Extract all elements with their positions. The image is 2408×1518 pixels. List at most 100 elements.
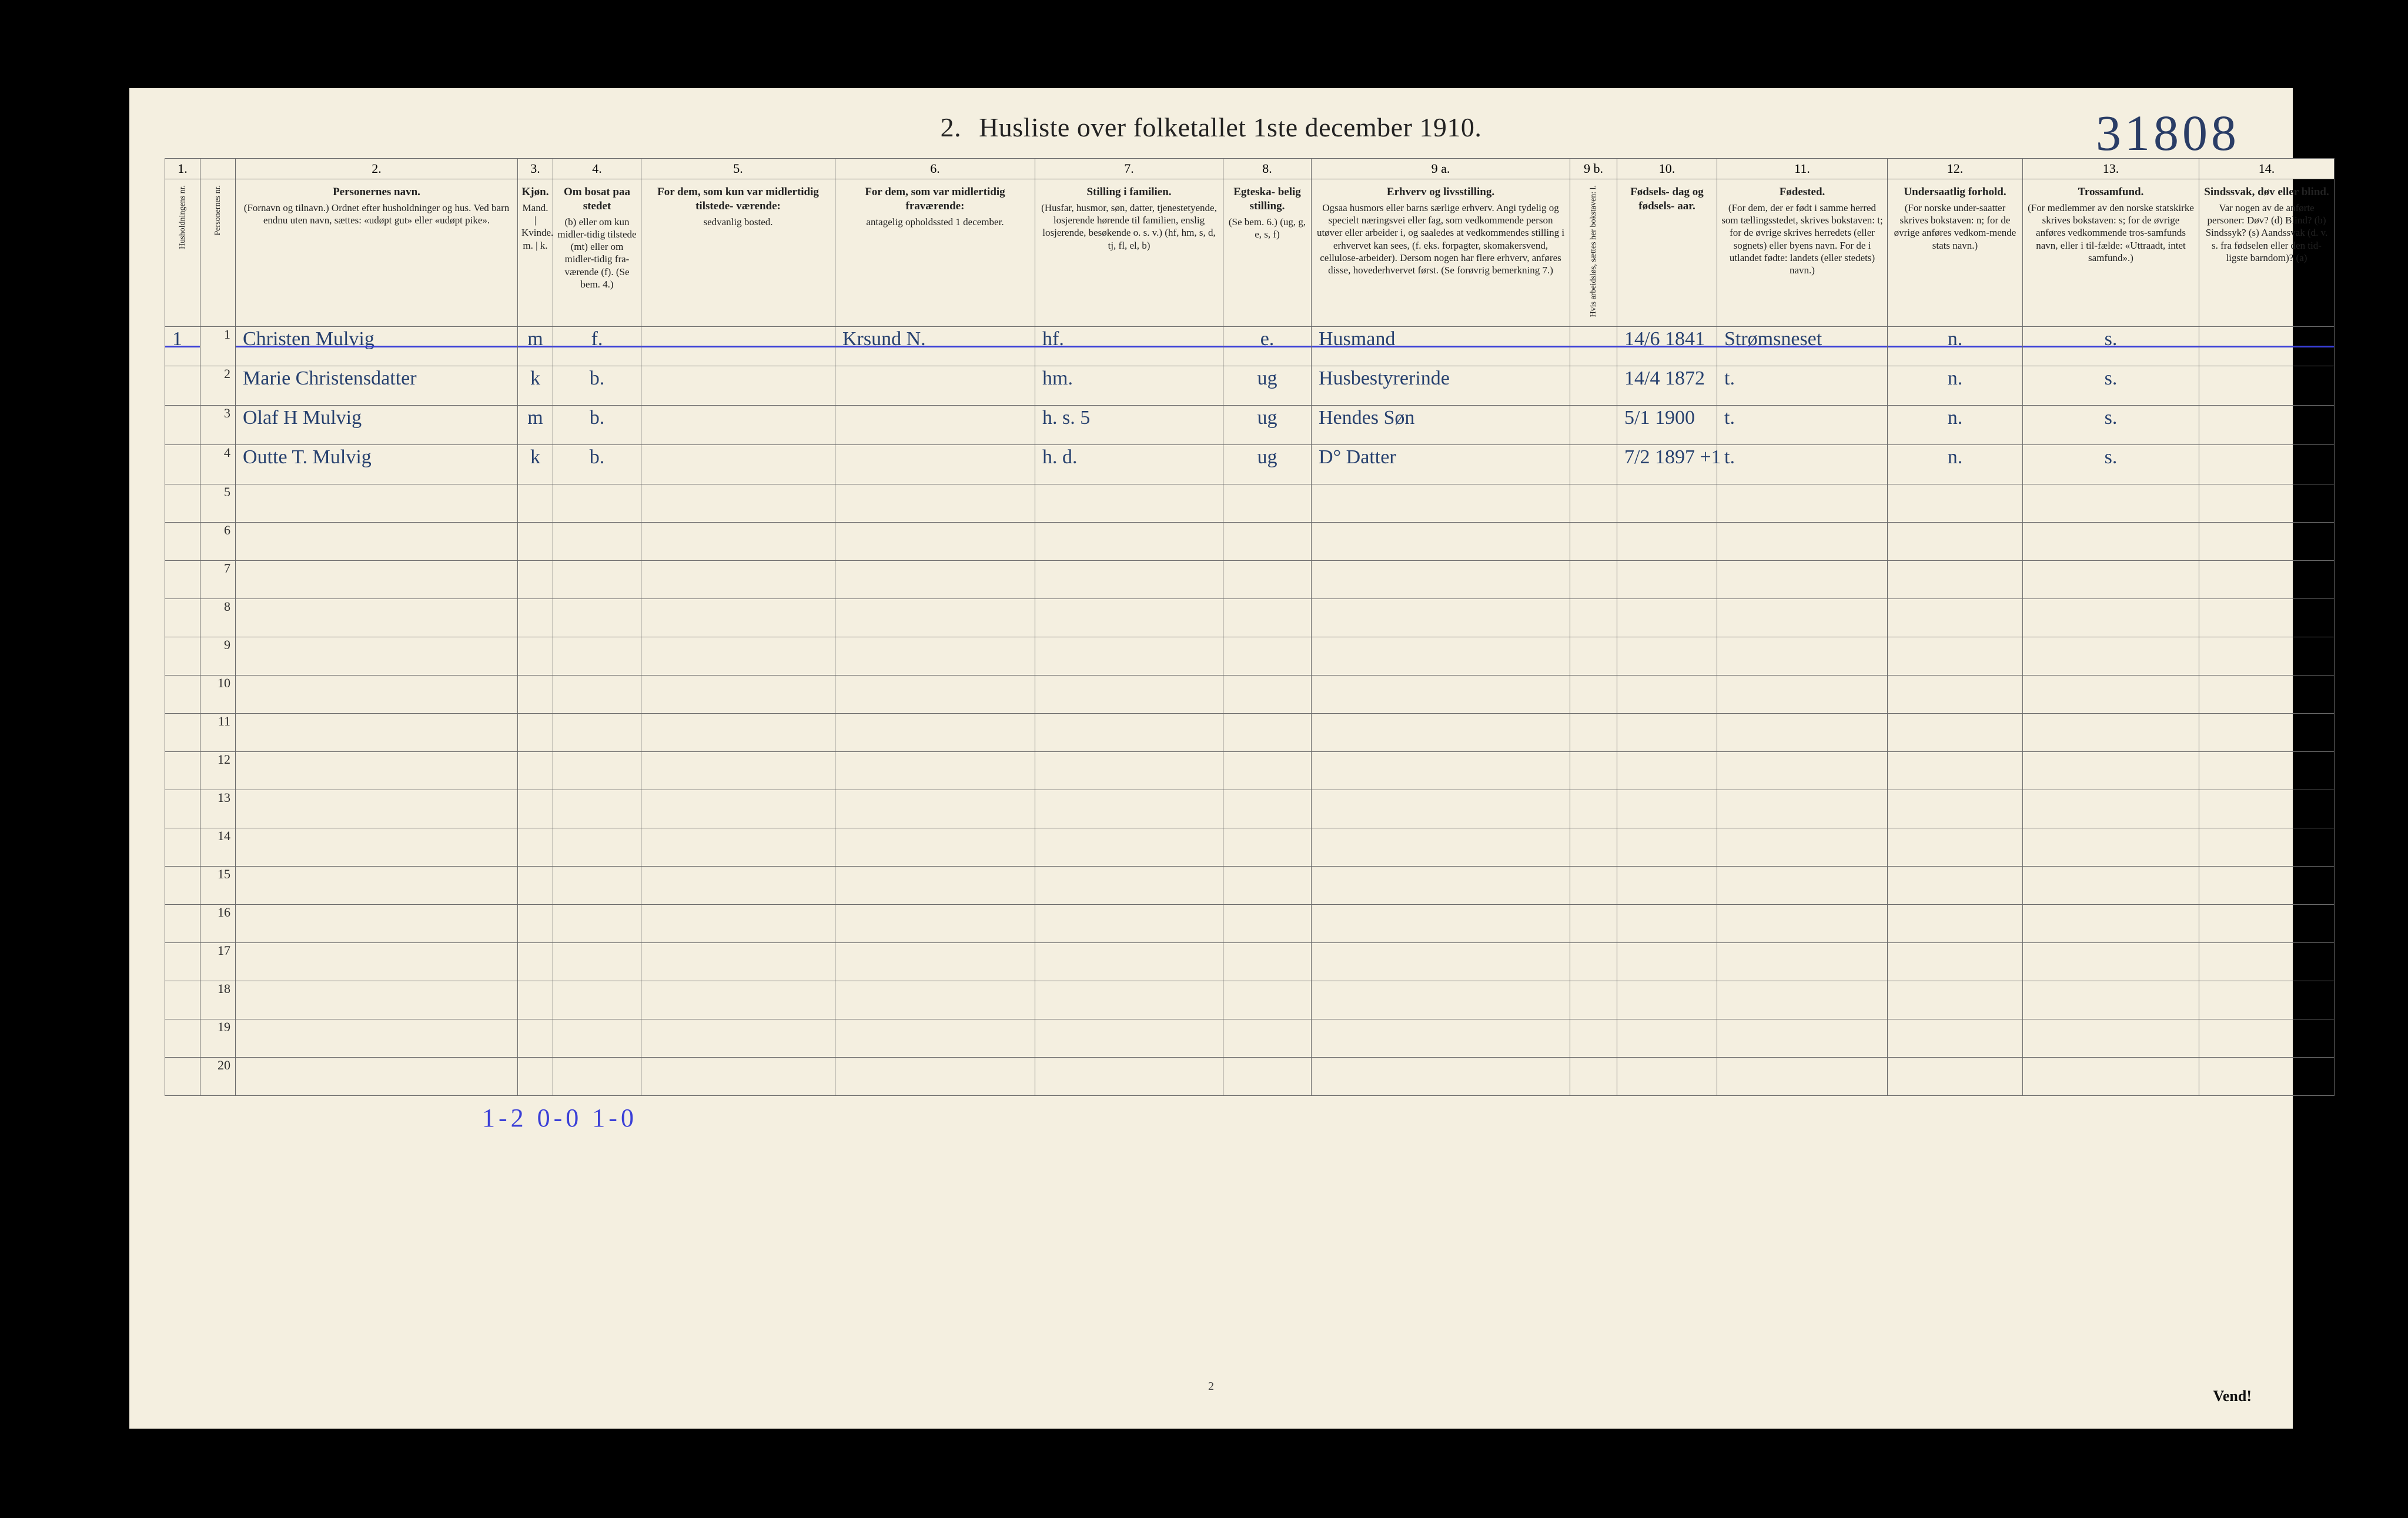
cell-empty [835, 598, 1035, 637]
cell-empty [2023, 522, 2199, 560]
cell-empty [835, 560, 1035, 598]
cell-empty [236, 598, 518, 637]
table-row: 5 [165, 484, 2335, 522]
cell-empty [1312, 637, 1570, 675]
cell-person-no: 5 [200, 484, 236, 522]
cell-empty [641, 904, 835, 942]
cell-empty [1617, 751, 1717, 790]
column-number: 1. [165, 159, 200, 179]
cell-empty [1570, 1057, 1617, 1095]
cell-empty [1617, 942, 1717, 981]
cell-empty [1888, 904, 2023, 942]
cell-civ: ug [1223, 444, 1312, 484]
cell-empty [553, 713, 641, 751]
cell-empty [165, 1019, 200, 1057]
cell-c14 [2199, 444, 2335, 484]
cell-empty [1617, 637, 1717, 675]
cell-empty [518, 713, 553, 751]
table-row: 2Marie Christensdatterkb.hm.ugHusbestyre… [165, 366, 2335, 405]
cell-empty [641, 522, 835, 560]
column-number: 10. [1617, 159, 1717, 179]
cell-empty [236, 942, 518, 981]
cell-empty [1570, 904, 1617, 942]
cell-empty [1312, 942, 1570, 981]
cell-empty [165, 790, 200, 828]
cell-empty [1617, 675, 1717, 713]
cell-empty [518, 981, 553, 1019]
cell-empty [1570, 484, 1617, 522]
cell-empty [1888, 484, 2023, 522]
column-number: 5. [641, 159, 835, 179]
cell-empty [835, 675, 1035, 713]
cell-empty [1312, 484, 1570, 522]
cell-empty [1035, 1057, 1223, 1095]
cell-empty [2199, 828, 2335, 866]
cell-occ: Husbestyrerinde [1312, 366, 1570, 405]
cell-empty [236, 484, 518, 522]
cell-empty [2199, 713, 2335, 751]
cell-empty [1035, 942, 1223, 981]
tally-footnote: 1-2 0-0 1-0 [165, 1103, 2258, 1133]
cell-empty [553, 637, 641, 675]
table-row: 17 [165, 942, 2335, 981]
cell-empty [641, 981, 835, 1019]
cell-empty [641, 713, 835, 751]
heading-residence-status: Om bosat paa stedet (b) eller om kun mid… [553, 179, 641, 327]
cell-empty [1312, 1019, 1570, 1057]
cell-empty [641, 598, 835, 637]
cell-empty [236, 790, 518, 828]
cell-empty [518, 866, 553, 904]
cell-empty [1035, 598, 1223, 637]
cell-empty [165, 981, 200, 1019]
cell-res: f. [553, 326, 641, 366]
cell-empty [1888, 1057, 2023, 1095]
cell-empty [2023, 790, 2199, 828]
cell-empty [553, 751, 641, 790]
cell-empty [1717, 866, 1888, 904]
cell-empty [518, 1019, 553, 1057]
cell-empty [1717, 981, 1888, 1019]
cell-sex: k [518, 444, 553, 484]
table-row: 15 [165, 866, 2335, 904]
cell-empty [835, 866, 1035, 904]
cell-empty [518, 904, 553, 942]
cell-empty [165, 598, 200, 637]
cell-empty [1888, 1019, 2023, 1057]
cell-person-no: 6 [200, 522, 236, 560]
cell-empty [553, 560, 641, 598]
scan-frame: 2. Husliste over folketallet 1ste decemb… [0, 0, 2408, 1518]
cell-c9b [1570, 405, 1617, 444]
table-row: 4Outte T. Mulvigkb.h. d.ugD° Datter7/2 1… [165, 444, 2335, 484]
heading-temp-absent: For dem, som var midlertidig fraværende:… [835, 179, 1035, 327]
cell-empty [1223, 866, 1312, 904]
cell-empty [1223, 713, 1312, 751]
cell-birthplace: t. [1717, 366, 1888, 405]
cell-empty [641, 751, 835, 790]
cell-famstat: h. s. 5 [1035, 405, 1223, 444]
cell-empty [1570, 637, 1617, 675]
cell-empty [1617, 598, 1717, 637]
cell-empty [1617, 713, 1717, 751]
cell-empty [1312, 598, 1570, 637]
heading-religion: Trossamfund. (For medlemmer av den norsk… [2023, 179, 2199, 327]
cell-empty [835, 981, 1035, 1019]
cell-empty [236, 751, 518, 790]
cell-c9b [1570, 326, 1617, 366]
cell-empty [835, 751, 1035, 790]
cell-occ: Husmand [1312, 326, 1570, 366]
cell-name: Outte T. Mulvig [236, 444, 518, 484]
cell-empty [518, 560, 553, 598]
cell-empty [1617, 904, 1717, 942]
cell-civ: e. [1223, 326, 1312, 366]
cell-empty [1717, 1057, 1888, 1095]
cell-empty [1223, 751, 1312, 790]
cell-c9b [1570, 444, 1617, 484]
cell-empty [1888, 675, 2023, 713]
column-number: 8. [1223, 159, 1312, 179]
printed-page-number: 2 [129, 1380, 2293, 1393]
cell-empty [1570, 828, 1617, 866]
title-text: Husliste over folketallet 1ste december … [979, 112, 1481, 142]
cell-res: b. [553, 405, 641, 444]
cell-birthplace: Strømsneset [1717, 326, 1888, 366]
page-title-row: 2. Husliste over folketallet 1ste decemb… [165, 112, 2258, 143]
